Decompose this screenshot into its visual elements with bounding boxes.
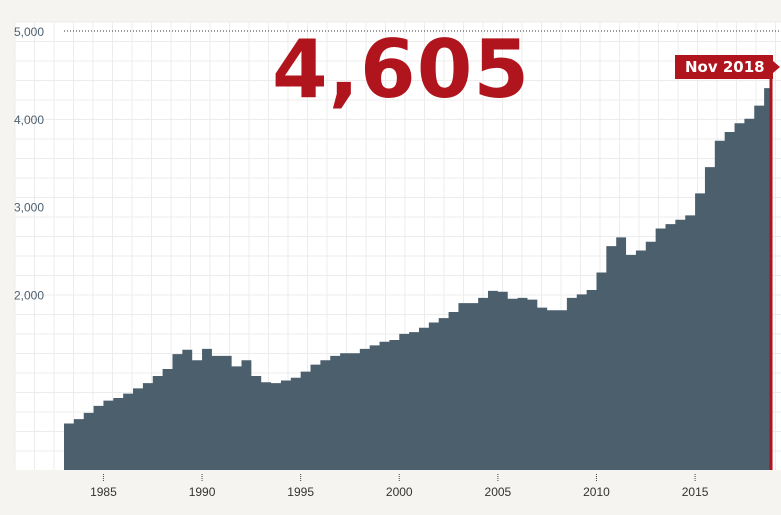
data-point xyxy=(399,333,400,334)
data-point xyxy=(576,294,577,295)
data-point xyxy=(280,380,281,381)
data-point xyxy=(310,364,311,365)
data-point xyxy=(635,250,636,251)
data-point xyxy=(409,332,410,333)
data-point xyxy=(478,297,479,298)
data-point xyxy=(764,88,765,89)
data-point xyxy=(438,318,439,319)
data-point xyxy=(162,369,163,370)
data-point xyxy=(527,299,528,300)
data-point xyxy=(73,419,74,420)
x-tick-label: 2000 xyxy=(386,485,413,499)
data-point xyxy=(340,353,341,354)
data-point xyxy=(261,382,262,383)
data-point xyxy=(389,340,390,341)
data-point xyxy=(320,360,321,361)
data-point xyxy=(428,322,429,323)
data-point xyxy=(202,348,203,349)
data-point xyxy=(665,224,666,225)
data-point xyxy=(221,355,222,356)
data-point xyxy=(369,345,370,346)
data-point xyxy=(497,291,498,292)
data-point xyxy=(418,327,419,328)
data-point xyxy=(251,376,252,377)
data-point xyxy=(192,360,193,361)
data-point xyxy=(695,193,696,194)
x-tick-label: 2010 xyxy=(583,485,610,499)
data-point xyxy=(83,412,84,413)
data-point xyxy=(103,400,104,401)
data-point xyxy=(566,297,567,298)
data-point xyxy=(547,310,548,311)
data-point xyxy=(290,377,291,378)
data-point xyxy=(330,355,331,356)
data-point xyxy=(379,341,380,342)
data-point xyxy=(468,303,469,304)
data-point xyxy=(704,167,705,168)
data-point xyxy=(113,398,114,399)
data-point xyxy=(645,241,646,242)
data-point xyxy=(211,355,212,356)
latest-date-flag: Nov 2018 xyxy=(675,55,780,79)
data-point xyxy=(557,310,558,311)
data-point xyxy=(744,118,745,119)
data-point xyxy=(458,303,459,304)
data-point xyxy=(655,228,656,229)
data-point xyxy=(123,393,124,394)
data-point xyxy=(606,246,607,247)
data-point xyxy=(152,376,153,377)
x-tick-label: 2015 xyxy=(682,485,709,499)
data-point xyxy=(488,290,489,291)
data-point xyxy=(537,307,538,308)
data-point xyxy=(241,360,242,361)
x-tick-label: 2005 xyxy=(485,485,512,499)
data-point xyxy=(517,297,518,298)
y-tick-label: 4,000 xyxy=(14,113,44,127)
x-tick-label: 1985 xyxy=(90,485,117,499)
data-point xyxy=(616,237,617,238)
data-point xyxy=(685,215,686,216)
data-point xyxy=(626,254,627,255)
data-point xyxy=(448,311,449,312)
data-point xyxy=(231,366,232,367)
data-point xyxy=(142,383,143,384)
data-point xyxy=(586,290,587,291)
data-point xyxy=(271,383,272,384)
y-tick-label: 5,000 xyxy=(14,25,44,39)
data-point xyxy=(182,349,183,350)
data-point xyxy=(675,219,676,220)
headline-value: 4,605 xyxy=(272,23,531,116)
data-point xyxy=(724,131,725,132)
data-point xyxy=(349,353,350,354)
data-point xyxy=(754,105,755,106)
y-tick-label: 2,000 xyxy=(14,288,44,302)
x-tick-label: 1990 xyxy=(189,485,216,499)
data-point xyxy=(734,123,735,124)
data-point xyxy=(507,298,508,299)
data-point xyxy=(359,348,360,349)
data-point xyxy=(172,354,173,355)
y-tick-label: 3,000 xyxy=(14,201,44,215)
data-point xyxy=(133,388,134,389)
area-series xyxy=(64,65,772,470)
data-point xyxy=(714,140,715,141)
data-point xyxy=(64,423,65,424)
data-point xyxy=(596,272,597,273)
data-point xyxy=(300,371,301,372)
data-point xyxy=(93,405,94,406)
x-tick-label: 1995 xyxy=(287,485,314,499)
